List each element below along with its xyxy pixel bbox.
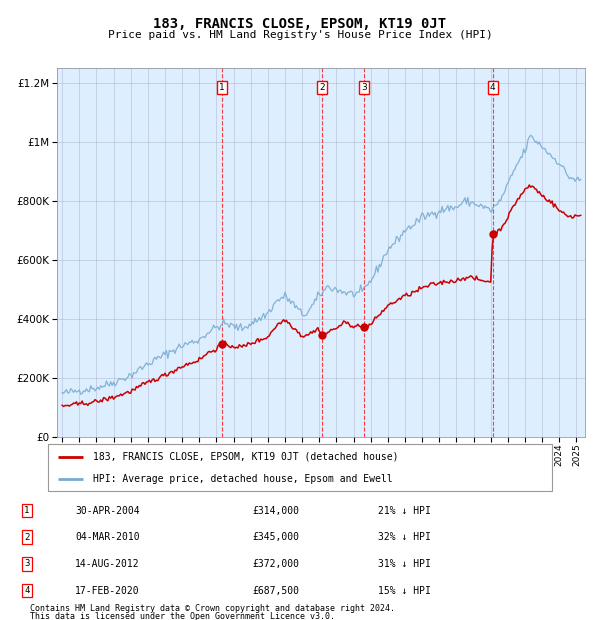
Text: 32% ↓ HPI: 32% ↓ HPI xyxy=(378,532,431,542)
Text: 21% ↓ HPI: 21% ↓ HPI xyxy=(378,505,431,516)
Text: 183, FRANCIS CLOSE, EPSOM, KT19 0JT: 183, FRANCIS CLOSE, EPSOM, KT19 0JT xyxy=(154,17,446,32)
Text: 1: 1 xyxy=(219,83,225,92)
Text: Contains HM Land Registry data © Crown copyright and database right 2024.: Contains HM Land Registry data © Crown c… xyxy=(30,604,395,613)
Text: This data is licensed under the Open Government Licence v3.0.: This data is licensed under the Open Gov… xyxy=(30,612,335,620)
Text: HPI: Average price, detached house, Epsom and Ewell: HPI: Average price, detached house, Epso… xyxy=(94,474,393,484)
Text: 3: 3 xyxy=(25,559,29,569)
Text: £314,000: £314,000 xyxy=(252,505,299,516)
Text: £345,000: £345,000 xyxy=(252,532,299,542)
Text: £372,000: £372,000 xyxy=(252,559,299,569)
Text: 17-FEB-2020: 17-FEB-2020 xyxy=(75,585,140,596)
Text: 31% ↓ HPI: 31% ↓ HPI xyxy=(378,559,431,569)
FancyBboxPatch shape xyxy=(48,444,552,491)
Text: 1: 1 xyxy=(25,506,29,515)
Text: 3: 3 xyxy=(361,83,367,92)
Text: 2: 2 xyxy=(319,83,325,92)
Text: 4: 4 xyxy=(25,586,29,595)
Text: 4: 4 xyxy=(490,83,496,92)
Text: 2: 2 xyxy=(25,533,29,542)
Text: 14-AUG-2012: 14-AUG-2012 xyxy=(75,559,140,569)
Text: 15% ↓ HPI: 15% ↓ HPI xyxy=(378,585,431,596)
Text: 183, FRANCIS CLOSE, EPSOM, KT19 0JT (detached house): 183, FRANCIS CLOSE, EPSOM, KT19 0JT (det… xyxy=(94,451,399,462)
Text: Price paid vs. HM Land Registry's House Price Index (HPI): Price paid vs. HM Land Registry's House … xyxy=(107,30,493,40)
Text: 30-APR-2004: 30-APR-2004 xyxy=(75,505,140,516)
Text: 04-MAR-2010: 04-MAR-2010 xyxy=(75,532,140,542)
Text: £687,500: £687,500 xyxy=(252,585,299,596)
